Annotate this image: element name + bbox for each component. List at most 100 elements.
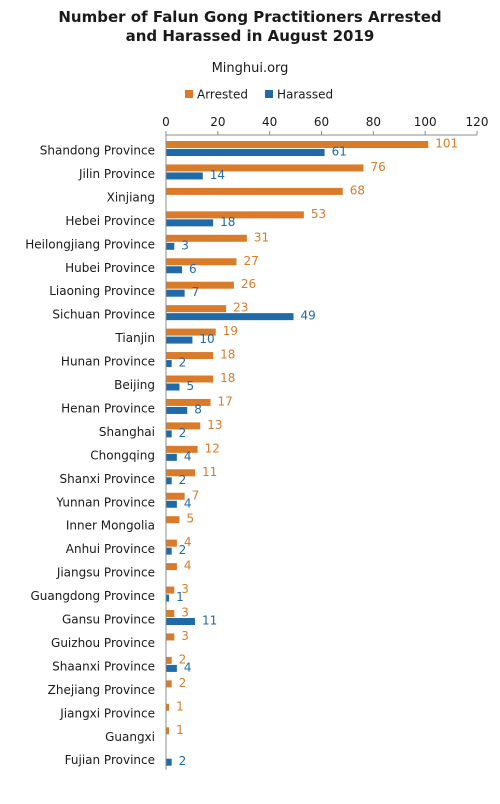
bar-arrested — [166, 727, 170, 735]
data-label-arrested: 2 — [179, 652, 187, 666]
data-label-harassed: 2 — [179, 426, 187, 440]
bar-harassed — [166, 219, 214, 227]
data-label-harassed: 6 — [189, 262, 197, 276]
data-label-arrested: 53 — [311, 207, 326, 221]
category-label: Shanghai — [99, 425, 155, 439]
category-label: Zhejiang Province — [48, 683, 155, 697]
bar-harassed — [166, 266, 183, 274]
category-label: Shaanxi Province — [52, 659, 155, 673]
chart-source: Minghui.org — [211, 61, 289, 76]
data-label-arrested: 2 — [179, 676, 187, 690]
category-label: Jiangsu Province — [56, 566, 155, 580]
bar-harassed — [166, 406, 188, 414]
bar-arrested — [166, 398, 211, 406]
bar-harassed — [166, 313, 294, 321]
data-label-harassed: 5 — [186, 379, 194, 393]
data-label-harassed: 49 — [300, 309, 315, 323]
bar-harassed — [166, 477, 172, 485]
bar-harassed — [166, 242, 175, 250]
data-label-harassed: 4 — [184, 449, 192, 463]
data-label-harassed: 3 — [181, 238, 189, 252]
x-tick-label: 20 — [210, 115, 225, 129]
bar-arrested — [166, 563, 177, 571]
data-label-harassed: 11 — [202, 614, 217, 628]
data-label-arrested: 3 — [181, 629, 189, 643]
legend-label-arrested: Arrested — [197, 88, 248, 102]
data-label-arrested: 101 — [435, 137, 458, 151]
data-label-arrested: 18 — [220, 371, 235, 385]
bar-arrested — [166, 610, 175, 617]
bar-harassed — [166, 383, 180, 391]
bar-harassed — [166, 172, 203, 180]
category-label: Sichuan Province — [52, 308, 155, 322]
category-label: Hebei Province — [65, 214, 155, 228]
category-label: Guangxi — [105, 730, 155, 744]
bar-arrested — [166, 352, 214, 360]
category-label: Chongqing — [90, 448, 155, 462]
category-label: Beijing — [114, 378, 155, 392]
data-label-arrested: 31 — [254, 230, 269, 244]
legend-swatch-arrested — [185, 90, 193, 98]
bar-harassed — [166, 618, 196, 625]
bar-arrested — [166, 187, 343, 195]
data-label-harassed: 2 — [179, 356, 187, 370]
data-label-harassed: 2 — [179, 754, 187, 768]
data-label-arrested: 12 — [205, 441, 220, 455]
bar-arrested — [166, 234, 247, 242]
data-label-harassed: 2 — [179, 543, 187, 557]
bar-arrested — [166, 633, 175, 641]
data-label-arrested: 19 — [223, 324, 238, 338]
data-label-arrested: 1 — [176, 699, 184, 713]
bar-arrested — [166, 328, 216, 336]
bar-arrested — [166, 281, 234, 289]
bar-arrested — [166, 656, 172, 664]
data-label-arrested: 17 — [218, 394, 233, 408]
data-label-harassed: 7 — [192, 285, 200, 299]
bar-harassed — [166, 500, 177, 508]
data-label-arrested: 27 — [243, 254, 258, 268]
bar-arrested — [166, 211, 304, 219]
data-label-arrested: 3 — [181, 606, 189, 620]
bar-harassed — [166, 758, 172, 766]
category-label: Anhui Province — [66, 542, 155, 556]
data-label-arrested: 76 — [370, 160, 385, 174]
chart-title-line-1: Number of Falun Gong Practitioners Arres… — [58, 8, 442, 26]
bar-harassed — [166, 547, 172, 555]
bar-arrested — [166, 680, 172, 688]
data-label-harassed: 18 — [220, 215, 235, 229]
data-label-arrested: 18 — [220, 348, 235, 362]
data-label-arrested: 23 — [233, 301, 248, 315]
bar-harassed — [166, 289, 185, 297]
category-label: Inner Mongolia — [66, 519, 155, 533]
category-label: Henan Province — [61, 401, 155, 415]
data-label-arrested: 13 — [207, 418, 222, 432]
bar-arrested — [166, 164, 364, 172]
data-label-arrested: 5 — [186, 512, 194, 526]
bar-arrested — [166, 516, 180, 524]
bar-harassed — [166, 594, 170, 602]
bar-arrested — [166, 469, 196, 477]
category-label: Shandong Province — [40, 144, 155, 158]
bar-harassed — [166, 360, 172, 368]
data-label-harassed: 8 — [194, 402, 202, 416]
bar-arrested — [166, 258, 237, 266]
data-label-arrested: 4 — [184, 559, 192, 573]
bar-arrested — [166, 305, 227, 313]
x-tick-label: 0 — [162, 115, 170, 129]
category-label: Yunnan Province — [55, 495, 155, 509]
bar-arrested — [166, 703, 170, 711]
data-label-arrested: 26 — [241, 277, 256, 291]
bar-arrested — [166, 445, 198, 453]
bar-arrested — [166, 492, 185, 500]
category-label: Heilongjiang Province — [25, 237, 155, 251]
legend-label-harassed: Harassed — [277, 88, 333, 102]
bar-harassed — [166, 149, 325, 156]
category-label: Liaoning Province — [49, 284, 155, 298]
data-label-harassed: 4 — [184, 496, 192, 510]
category-label: Hubei Province — [65, 261, 155, 275]
category-label: Guangdong Province — [30, 589, 155, 603]
bar-harassed — [166, 453, 177, 461]
chart-title-line-2: and Harassed in August 2019 — [125, 27, 375, 45]
category-label: Gansu Province — [62, 613, 155, 627]
